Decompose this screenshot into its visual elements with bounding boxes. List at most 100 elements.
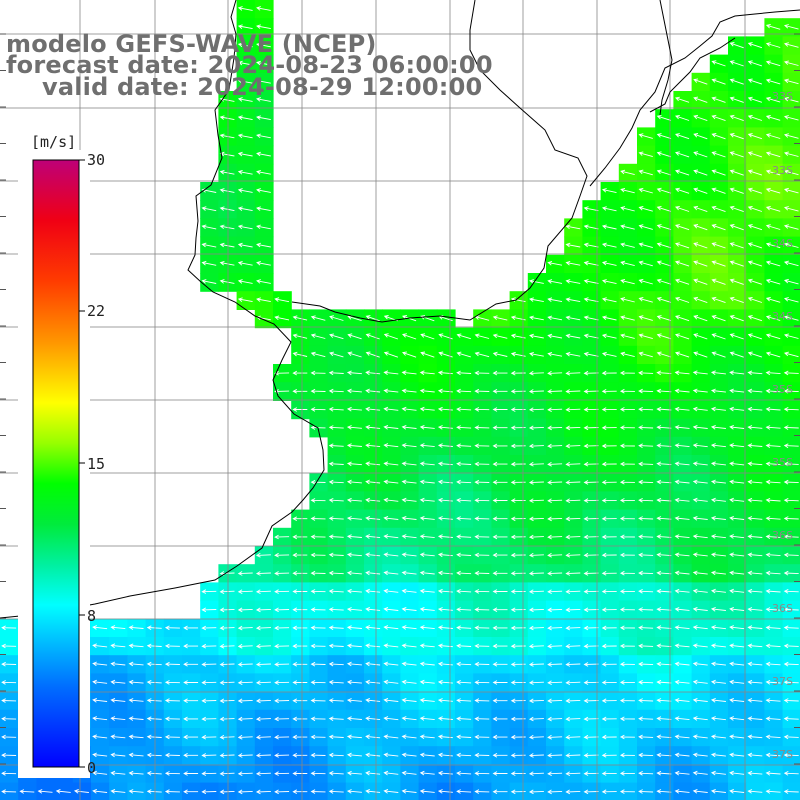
wind-arrow [547, 680, 563, 686]
wind-arrow [256, 24, 271, 30]
wind-arrow [765, 315, 781, 321]
wind-arrow [783, 278, 799, 285]
wind-arrow [765, 206, 781, 212]
wind-arrow [547, 297, 563, 303]
wind-arrow [474, 388, 490, 394]
wind-arrow [328, 661, 344, 667]
wind-arrow [1, 698, 17, 703]
wind-arrow [601, 188, 617, 194]
wind-arrow [492, 662, 508, 667]
wind-arrow [383, 697, 399, 703]
wind-arrow [601, 589, 617, 594]
wind-arrow [620, 187, 635, 194]
wind-arrow [638, 242, 653, 249]
wind-arrow [328, 679, 344, 685]
colorbar [32, 159, 80, 768]
wind-arrow [565, 643, 581, 649]
wind-arrow [620, 242, 635, 248]
wind-arrow [710, 643, 726, 648]
wind-arrow [783, 716, 799, 722]
wind-arrow [638, 570, 654, 576]
wind-arrow [692, 661, 708, 667]
wind-arrow [365, 697, 381, 703]
wind-arrow [620, 333, 635, 339]
wind-arrow [547, 607, 563, 613]
wind-arrow [256, 6, 271, 11]
wind-arrow [674, 734, 690, 740]
wind-arrow [674, 789, 690, 794]
wind-arrow [474, 407, 490, 412]
wind-arrow [656, 169, 672, 176]
wind-arrow [675, 133, 690, 140]
wind-arrow [601, 480, 617, 485]
wind-arrow [437, 789, 453, 794]
wind-arrow [638, 497, 654, 503]
latitude-label: 37S [772, 675, 793, 688]
wind-arrow [692, 588, 708, 594]
wind-arrow [765, 661, 781, 667]
wind-arrow [201, 206, 217, 212]
wind-arrow [583, 552, 599, 558]
wind-arrow [729, 388, 745, 394]
wind-arrow [492, 643, 508, 649]
wind-arrow [638, 643, 654, 649]
wind-arrow [528, 552, 544, 558]
wind-arrow [747, 370, 763, 376]
wind-arrow [783, 461, 799, 467]
wind-arrow [383, 370, 399, 375]
wind-arrow [492, 315, 508, 321]
wind-arrow [692, 406, 708, 412]
wind-arrow [729, 406, 745, 412]
wind-arrow [274, 315, 290, 321]
wind-arrow [675, 315, 690, 322]
wind-arrow [310, 680, 326, 685]
wind-arrow [492, 680, 508, 685]
wind-arrow [638, 224, 653, 230]
wind-arrow [747, 151, 763, 158]
wind-arrow [401, 716, 417, 721]
wind-arrow [783, 443, 799, 449]
wind-arrow [729, 96, 744, 103]
wind-arrow [601, 534, 617, 540]
wind-arrow [110, 625, 126, 630]
wind-arrow [365, 351, 380, 358]
wind-arrow [656, 242, 672, 249]
wind-arrow [729, 224, 744, 231]
wind-arrow [237, 607, 253, 613]
wind-arrow [656, 661, 672, 667]
wind-arrow [656, 570, 672, 576]
wind-arrow [747, 534, 763, 539]
wind-arrow [765, 115, 781, 121]
wind-arrow [547, 333, 563, 339]
wind-arrow [528, 498, 544, 503]
wind-arrow [601, 643, 617, 649]
wind-arrow [747, 333, 763, 340]
wind-arrow [528, 698, 544, 704]
wind-arrow [346, 479, 362, 485]
wind-arrow [492, 789, 508, 794]
wind-arrow [401, 570, 417, 576]
wind-arrow [675, 169, 690, 176]
wind-arrow [656, 187, 672, 194]
wind-arrow [492, 351, 508, 357]
wind-arrow [183, 789, 199, 794]
wind-arrow [619, 698, 635, 703]
wind-arrow [765, 406, 781, 412]
wind-arrow [583, 315, 599, 321]
wind-arrow [346, 497, 362, 503]
wind-arrow [783, 297, 799, 303]
wind-arrow [237, 151, 253, 157]
wind-arrow [547, 315, 563, 321]
wind-arrow [164, 680, 180, 685]
wind-arrow [710, 606, 726, 612]
wind-arrow [547, 279, 563, 284]
wind-arrow [92, 752, 108, 758]
wind-arrow [237, 60, 253, 66]
wind-arrow [201, 698, 217, 704]
wind-arrow [164, 771, 180, 776]
wind-arrow [456, 406, 472, 412]
wind-arrow [474, 570, 490, 576]
wind-arrow [401, 752, 417, 758]
wind-arrow [565, 516, 581, 522]
